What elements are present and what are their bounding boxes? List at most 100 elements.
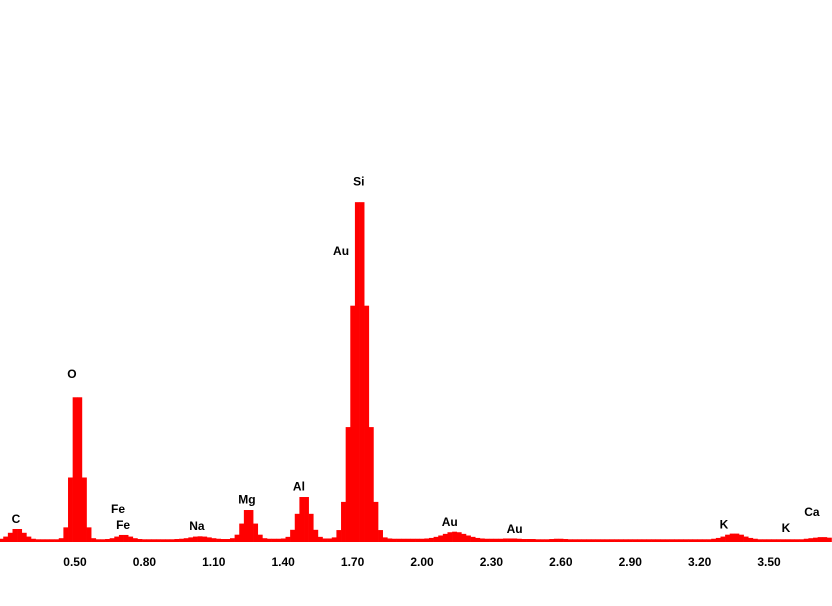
spectrum-bar <box>40 539 46 542</box>
peak-label: Au <box>333 244 349 258</box>
x-tick-label: 3.50 <box>757 555 781 569</box>
spectrum-bar <box>813 537 818 542</box>
spectrum-bar <box>461 533 467 542</box>
spectrum-bar <box>373 501 379 542</box>
spectrum-bar <box>77 397 83 542</box>
spectrum-bar <box>637 539 643 542</box>
spectrum-bar <box>345 427 351 542</box>
spectrum-bar <box>706 539 712 542</box>
spectrum-bar <box>678 539 684 542</box>
spectrum-bar <box>142 539 147 542</box>
spectrum-bar <box>465 535 471 542</box>
spectrum-bar <box>664 539 670 542</box>
spectrum-bar <box>243 510 249 542</box>
spectrum-bar <box>211 538 217 542</box>
spectrum-bar <box>44 539 50 542</box>
spectrum-bar <box>720 536 726 542</box>
spectrum-bar <box>674 539 680 542</box>
spectrum-bar <box>100 539 106 542</box>
spectrum-bar <box>627 539 633 542</box>
peak-label: O <box>67 367 76 381</box>
spectrum-bar <box>285 536 291 542</box>
spectrum-bar <box>35 539 41 542</box>
spectrum-bar <box>354 202 360 542</box>
spectrum-bar <box>276 538 282 542</box>
spectrum-bar <box>553 538 559 542</box>
spectrum-bar <box>202 536 208 542</box>
spectrum-bar <box>558 538 564 542</box>
spectrum-bar <box>280 538 286 542</box>
spectrum-bar <box>114 536 120 542</box>
spectrum-bar <box>484 538 490 542</box>
spectrum-bar <box>410 538 416 542</box>
x-tick-label: 2.60 <box>549 555 573 569</box>
spectrum-bar <box>155 539 161 542</box>
peak-label: Fe <box>111 502 125 516</box>
spectrum-bar <box>600 539 606 542</box>
spectrum-bar <box>304 497 309 542</box>
spectrum-bar <box>577 539 582 542</box>
spectrum-bar <box>447 532 453 542</box>
spectrum-bar <box>623 539 629 542</box>
spectrum-bar <box>641 539 647 542</box>
spectrum-bar <box>738 534 744 542</box>
x-tick-label: 1.70 <box>341 555 365 569</box>
spectrum-bar <box>780 539 786 542</box>
spectrum-bar <box>725 534 731 542</box>
peak-label: Al <box>293 479 305 493</box>
spectrum-bar <box>118 534 124 542</box>
spectrum-bar <box>72 397 78 542</box>
spectrum-bar <box>789 539 795 542</box>
spectrum-bar <box>160 539 166 542</box>
spectrum-bar <box>294 513 300 542</box>
spectrum-bar <box>808 538 814 542</box>
spectrum-bar <box>711 538 717 542</box>
spectrum-bar <box>169 539 175 542</box>
spectrum-bar <box>729 533 735 542</box>
spectrum-bar <box>563 539 569 542</box>
spectrum-bar <box>220 539 226 542</box>
spectrum-bar <box>817 537 823 542</box>
spectrum-bar <box>271 538 277 542</box>
spectrum-bar <box>58 538 64 542</box>
spectrum-bar <box>748 537 754 542</box>
spectrum-bar <box>614 539 619 542</box>
peak-label: C <box>12 512 21 526</box>
spectrum-bar <box>762 539 768 542</box>
spectrum-bar <box>826 537 832 542</box>
spectrum-bar <box>456 532 462 542</box>
spectrum-bar <box>387 538 393 542</box>
spectrum-bar <box>526 539 532 542</box>
spectrum-bar <box>475 537 481 542</box>
spectrum-bar <box>752 538 758 542</box>
spectrum-bar <box>799 539 805 542</box>
spectrum-bar <box>290 529 296 542</box>
spectrum-bar <box>618 539 624 542</box>
peak-label: Au <box>507 522 523 536</box>
spectrum-bar <box>507 538 513 542</box>
spectrum-bar <box>146 539 152 542</box>
spectrum-bar <box>452 531 458 542</box>
spectrum-bar <box>86 527 92 542</box>
spectrum-bar <box>470 536 476 542</box>
spectrum-bar <box>54 539 60 542</box>
spectrum-bar <box>757 539 763 542</box>
spectrum-bar <box>68 477 73 542</box>
spectrum-bar <box>206 537 212 542</box>
spectrum-bar <box>165 539 171 542</box>
spectrum-bar <box>128 536 134 542</box>
peak-label: Na <box>189 519 205 533</box>
spectrum-bar <box>572 539 578 542</box>
spectrum-bar <box>632 539 638 542</box>
x-tick-label: 1.40 <box>272 555 296 569</box>
spectrum-bar <box>567 539 573 542</box>
spectrum-bar <box>123 534 129 542</box>
spectrum-bar <box>549 539 555 542</box>
spectrum-bar <box>225 539 231 542</box>
spectrum-bar <box>655 539 661 542</box>
spectrum-bar <box>341 501 346 542</box>
spectrum-bar <box>771 539 777 542</box>
spectrum-bar <box>3 536 9 542</box>
